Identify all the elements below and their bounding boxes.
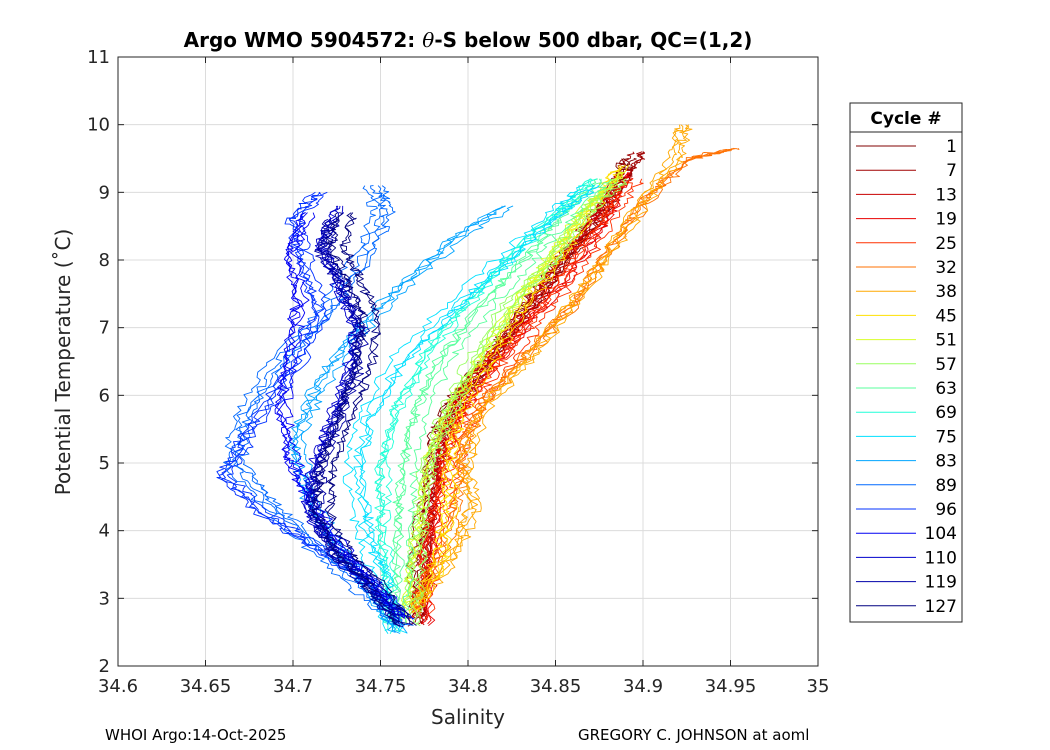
profile-line-cycle-38 — [418, 124, 693, 604]
footer-right: GREGORY C. JOHNSON at aoml — [578, 726, 810, 744]
profile-line-cycle-75 — [359, 185, 600, 634]
profile-line-cycle-89 — [223, 185, 391, 625]
legend-label-119: 119 — [925, 573, 957, 593]
legend-label-45: 45 — [935, 306, 957, 326]
legend-label-13: 13 — [935, 185, 957, 205]
y-tick-label: 11 — [87, 47, 110, 68]
legend: Cycle #1 7 13 19 25 32 38 45 51 57 63 69 75 83 89 96 104… — [849, 102, 963, 623]
profile-line-cycle-119 — [306, 218, 400, 627]
plot-area: 34.6 34.65 34.7 34.75 34.8 34.85 34.9 34.95 3523… — [87, 47, 829, 697]
profile-line-cycle-96 — [226, 191, 414, 620]
x-tick-label: 34.9 — [623, 676, 663, 697]
profile-line-cycle-104 — [284, 212, 415, 620]
y-tick-label: 7 — [99, 318, 110, 339]
y-tick-label: 10 — [87, 115, 110, 136]
legend-label-83: 83 — [935, 452, 957, 472]
profile-line-cycle-25 — [417, 178, 634, 618]
profile-line-cycle-69 — [374, 178, 594, 635]
legend-label-25: 25 — [935, 234, 957, 254]
legend-label-7: 7 — [946, 161, 957, 181]
legend-label-51: 51 — [935, 331, 957, 351]
profile-line-cycle-110 — [304, 205, 400, 619]
profile-line-cycle-57 — [412, 178, 627, 627]
legend-label-63: 63 — [935, 379, 957, 399]
legend-label-32: 32 — [935, 258, 957, 278]
profile-line-cycle-75 — [359, 185, 599, 632]
profile-line-cycle-25 — [408, 178, 628, 619]
legend-label-19: 19 — [935, 210, 957, 230]
legend-label-1: 1 — [946, 137, 957, 157]
y-tick-label: 5 — [99, 453, 110, 474]
x-tick-label: 34.6 — [98, 676, 138, 697]
x-tick-label: 34.65 — [180, 676, 232, 697]
profile-line-cycle-75 — [353, 185, 595, 633]
profile-line-cycle-96 — [216, 191, 404, 618]
x-tick-label: 34.85 — [530, 676, 582, 697]
legend-box — [849, 102, 963, 623]
legend-label-104: 104 — [925, 524, 957, 544]
profile-line-cycle-127 — [311, 212, 406, 626]
y-tick-label: 2 — [99, 656, 110, 677]
x-tick-label: 34.7 — [273, 676, 313, 697]
profiles — [216, 124, 740, 635]
legend-label-96: 96 — [935, 500, 957, 520]
x-tick-label: 34.8 — [448, 676, 488, 697]
legend-label-110: 110 — [925, 548, 957, 568]
legend-label-57: 57 — [935, 355, 957, 375]
profile-line-cycle-57 — [399, 178, 616, 625]
y-tick-label: 9 — [99, 182, 110, 203]
y-tick-label: 8 — [99, 250, 110, 271]
x-axis-label: Salinity — [431, 705, 505, 729]
profile-line-cycle-57 — [415, 178, 628, 626]
profile-line-cycle-45 — [412, 164, 626, 613]
profile-line-cycle-127 — [326, 212, 413, 626]
profile-line-cycle-57 — [404, 178, 619, 625]
legend-title: Cycle # — [870, 109, 941, 129]
profile-line-cycle-38 — [412, 124, 684, 604]
profile-line-cycle-127 — [311, 212, 400, 626]
profile-line-cycle-127 — [324, 212, 417, 626]
y-tick-label: 4 — [99, 521, 110, 542]
legend-label-127: 127 — [925, 597, 957, 617]
chart-title: Argo WMO 5904572: θ-S below 500 dbar, QC… — [184, 28, 753, 52]
profile-line-cycle-75 — [342, 185, 584, 635]
y-tick-label: 6 — [99, 385, 110, 406]
legend-label-69: 69 — [935, 403, 957, 423]
x-tick-label: 34.95 — [705, 676, 757, 697]
legend-label-38: 38 — [935, 282, 957, 302]
x-tick-label: 34.75 — [355, 676, 407, 697]
profile-line-cycle-69 — [374, 178, 591, 632]
legend-label-75: 75 — [935, 427, 957, 447]
profile-line-cycle-51 — [402, 171, 626, 619]
y-tick-label: 3 — [99, 588, 110, 609]
x-tick-label: 35 — [807, 676, 830, 697]
profile-line-cycle-45 — [409, 165, 622, 614]
profile-line-cycle-63 — [401, 178, 612, 627]
y-axis-label: Potential Temperature (˚C) — [51, 229, 75, 496]
footer-left: WHOI Argo:14-Oct-2025 — [105, 726, 287, 744]
legend-label-89: 89 — [935, 476, 957, 496]
